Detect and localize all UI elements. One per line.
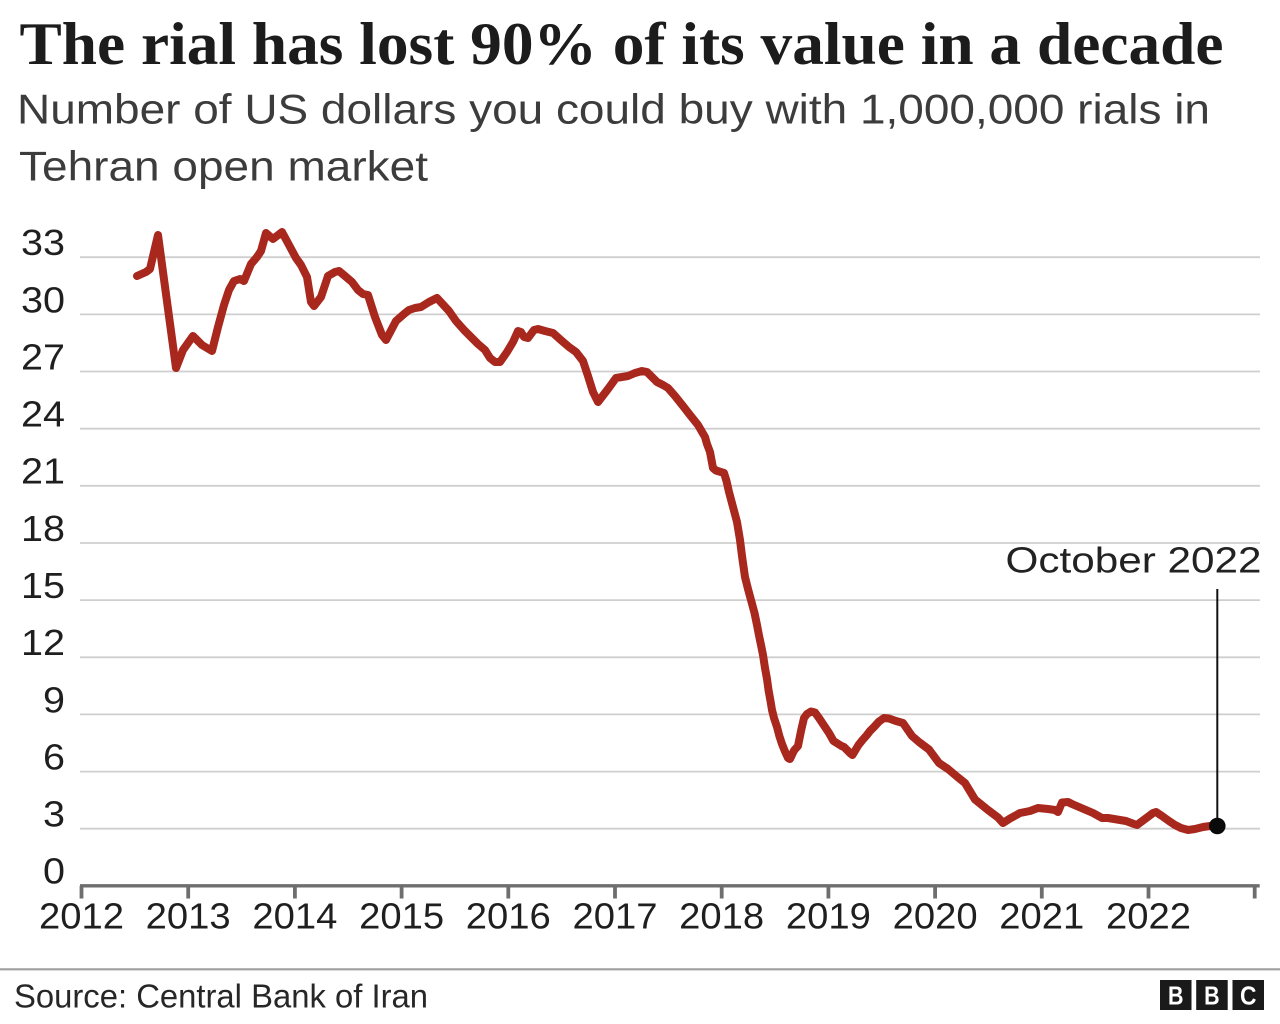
svg-text:Number of US dollars you could: Number of US dollars you could buy with … <box>17 86 1210 133</box>
svg-text:2019: 2019 <box>786 896 871 937</box>
svg-text:24: 24 <box>21 394 65 435</box>
svg-text:6: 6 <box>43 737 65 778</box>
svg-text:33: 33 <box>21 222 65 263</box>
svg-text:2018: 2018 <box>679 896 764 937</box>
svg-text:9: 9 <box>43 679 65 720</box>
svg-text:2015: 2015 <box>359 896 444 937</box>
svg-text:B: B <box>1204 981 1220 1011</box>
svg-text:2013: 2013 <box>146 896 231 937</box>
svg-text:2017: 2017 <box>573 896 658 937</box>
svg-text:Source: Central Bank of Iran: Source: Central Bank of Iran <box>14 978 428 1015</box>
svg-text:2020: 2020 <box>893 896 978 937</box>
svg-text:0: 0 <box>43 851 65 892</box>
svg-text:B: B <box>1168 981 1184 1011</box>
svg-text:12: 12 <box>21 622 65 663</box>
svg-text:21: 21 <box>21 451 65 492</box>
svg-text:27: 27 <box>21 336 65 377</box>
svg-text:2016: 2016 <box>466 896 551 937</box>
svg-text:2022: 2022 <box>1106 896 1191 937</box>
svg-text:2021: 2021 <box>999 896 1084 937</box>
svg-text:C: C <box>1240 981 1257 1011</box>
svg-text:30: 30 <box>21 279 65 320</box>
svg-text:Tehran open market: Tehran open market <box>19 143 428 190</box>
svg-text:The rial has lost 90% of its v: The rial has lost 90% of its value in a … <box>20 11 1224 77</box>
svg-text:2012: 2012 <box>39 896 124 937</box>
svg-text:15: 15 <box>21 565 65 606</box>
svg-text:3: 3 <box>43 794 65 835</box>
svg-text:2014: 2014 <box>252 896 337 937</box>
svg-text:18: 18 <box>21 508 65 549</box>
svg-text:October 2022: October 2022 <box>1006 540 1262 581</box>
